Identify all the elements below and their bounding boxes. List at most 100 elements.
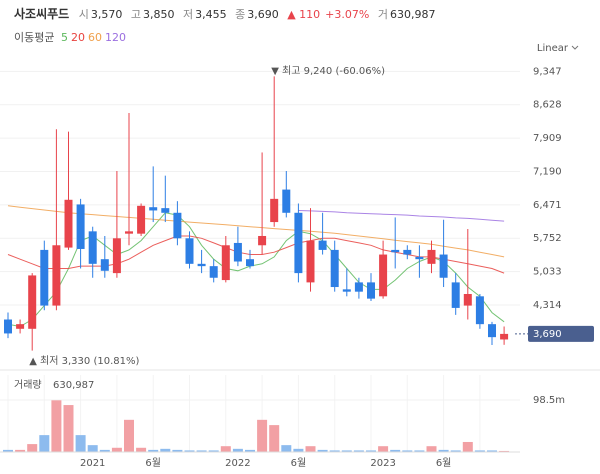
candle-body	[209, 266, 218, 278]
candle-body	[125, 231, 133, 234]
candle-body	[40, 249, 49, 306]
volume-bar	[220, 446, 231, 452]
volume-bar	[366, 450, 376, 452]
candle-body	[258, 235, 267, 246]
volume-bar	[99, 449, 110, 452]
volume-bar	[281, 445, 292, 452]
candle-body	[330, 249, 339, 288]
volume-bar	[450, 450, 461, 452]
x-tick-label: 2021	[80, 458, 105, 469]
ma-legend: 이동평균 5 20 60 120	[14, 29, 129, 45]
ma-label: 이동평균	[14, 31, 55, 44]
candle-body	[185, 238, 194, 264]
volume-bar	[39, 435, 50, 452]
candle-body	[173, 212, 182, 239]
candle-body	[415, 256, 424, 260]
candle-body	[52, 245, 61, 306]
volume-header-value: 630,987	[389, 8, 436, 21]
candle-body	[64, 199, 73, 248]
y-tick-label: 8,628	[533, 100, 562, 111]
open-label: 시	[78, 8, 89, 21]
low-label: 저	[182, 8, 194, 21]
candle-body	[488, 324, 496, 338]
volume-bar	[305, 446, 316, 452]
y-tick-label: 5,033	[533, 267, 562, 278]
legend-entry: 5	[60, 31, 68, 44]
candle-body	[318, 240, 327, 250]
change-pct: +3.07%	[325, 8, 370, 21]
candle-body	[28, 275, 37, 329]
candle-body	[4, 319, 12, 334]
candle-body	[463, 293, 472, 306]
x-tick-label: 2023	[370, 458, 395, 469]
candle-body	[270, 198, 279, 223]
volume-bar	[51, 400, 62, 452]
volume-tick-label: 98.5m	[533, 395, 565, 406]
low-value: 3,455	[195, 8, 227, 21]
candle-body	[427, 249, 436, 264]
volume-bar	[232, 448, 243, 452]
annotation: ▼ 최고 9,240 (-60.06%)	[271, 65, 385, 77]
last-price-tag	[528, 325, 594, 342]
volume-bar	[196, 450, 207, 452]
high-value: 3,850	[142, 8, 175, 21]
volume-bar	[245, 449, 255, 452]
y-tick-label: 6,471	[533, 200, 562, 211]
candle-body	[282, 189, 291, 213]
volume-bar	[402, 450, 413, 452]
candle-body	[342, 289, 351, 292]
volume-bar	[438, 449, 449, 452]
volume-bar	[257, 419, 268, 452]
volume-bar	[462, 441, 473, 452]
candle-body	[367, 282, 375, 299]
volume-bar	[160, 448, 171, 452]
candle-body	[500, 333, 509, 340]
candle-body	[137, 205, 146, 234]
volume-bar	[353, 450, 364, 452]
open-value: 3,570	[90, 8, 123, 21]
candle-body	[439, 254, 448, 278]
volume-bar	[124, 419, 134, 452]
volume-bar	[390, 449, 401, 452]
stock-name: 사조씨푸드	[14, 7, 70, 21]
volume-bar	[426, 446, 437, 452]
volume-bar	[136, 447, 147, 452]
volume-label: 거래량	[14, 379, 42, 391]
volume-bar	[341, 450, 352, 452]
legend-entry: 120	[104, 31, 126, 44]
y-tick-label: 5,752	[533, 233, 562, 244]
close-label: 종	[235, 8, 246, 21]
ma-line	[298, 210, 505, 222]
close-value: 3,690	[247, 8, 279, 21]
candle-body	[16, 324, 25, 329]
volume-bar	[208, 450, 219, 452]
volume-bar	[378, 446, 389, 452]
volume-bar	[317, 449, 328, 452]
high-label: 고	[130, 8, 141, 21]
volume-bar	[15, 449, 26, 452]
change: ▲ 110	[287, 8, 321, 21]
dropdown-icon[interactable]	[571, 45, 579, 50]
volume-bar	[87, 445, 98, 452]
volume-bar	[3, 449, 13, 452]
scale-label[interactable]: Linear	[537, 43, 569, 54]
x-tick-label: 6월	[291, 457, 307, 469]
ma-line	[7, 205, 505, 258]
volume-bar	[148, 449, 159, 452]
candle-body	[149, 207, 158, 211]
volume-bar	[111, 447, 122, 452]
volume-bar	[63, 405, 74, 452]
candle-body	[294, 212, 303, 274]
candle-body	[403, 249, 412, 255]
x-tick-label: 6월	[145, 457, 161, 469]
legend-entry: 20	[70, 31, 85, 44]
legend-entry: 60	[87, 31, 102, 44]
candle-body	[112, 238, 121, 274]
volume-bar	[474, 450, 485, 452]
volume-bar	[269, 425, 280, 452]
candle-body	[379, 254, 388, 297]
volume-bar	[414, 450, 425, 452]
volume-bar	[329, 450, 340, 452]
annotation: ▲ 최저 3,330 (10.81%)	[29, 355, 139, 367]
